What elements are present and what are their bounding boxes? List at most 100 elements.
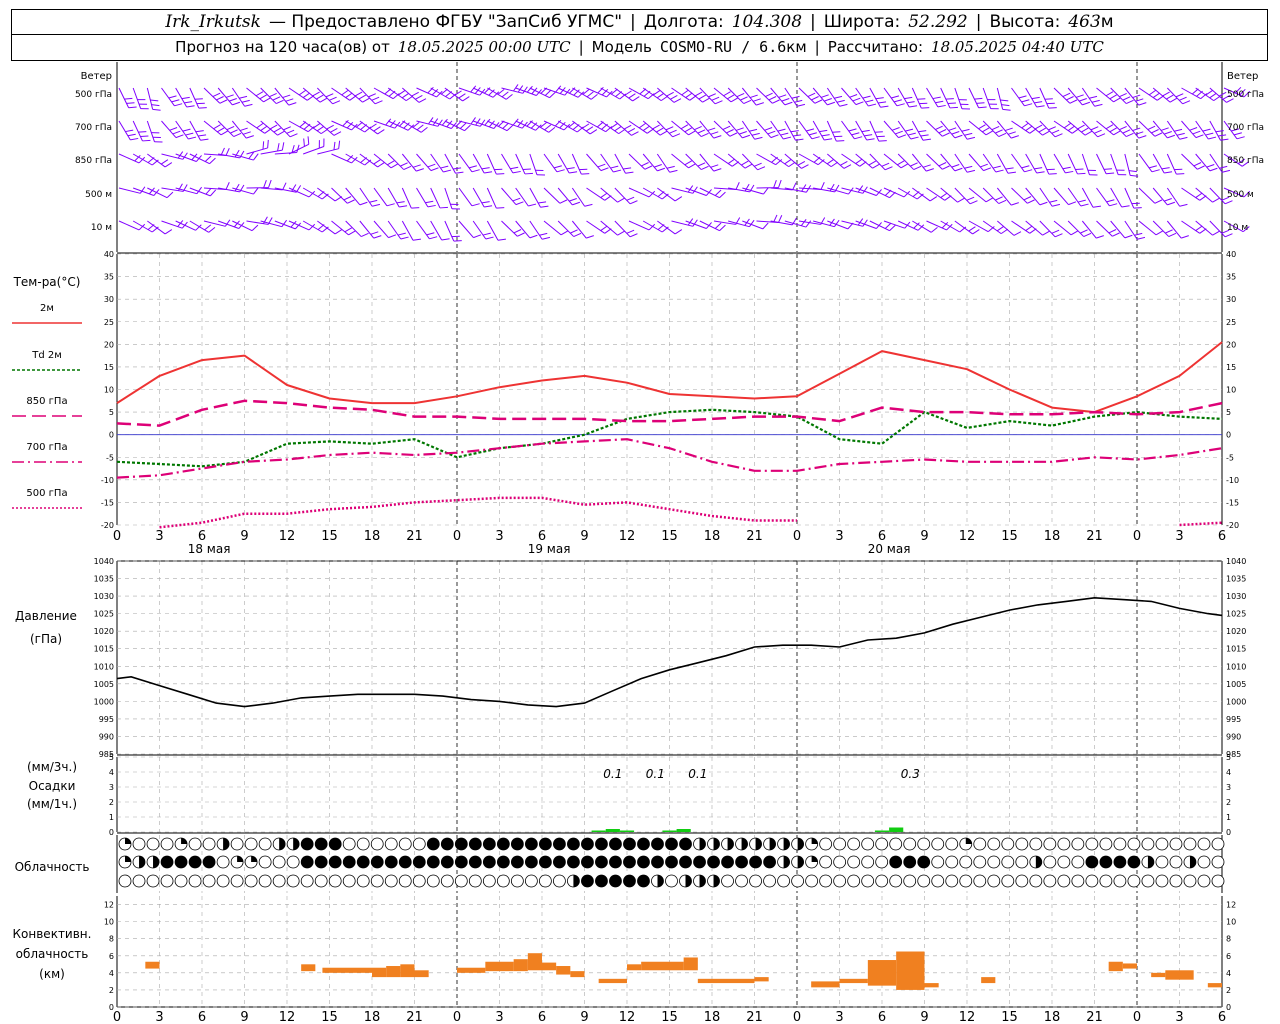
wind-barb-feather: [234, 149, 240, 158]
cloud-cover-symbol: [581, 855, 594, 869]
wind-barb-feather: [1000, 99, 1009, 102]
cloud-cover-symbol: [721, 855, 734, 869]
wind-barb-feather: [821, 134, 830, 137]
cloud-cover-symbol: [202, 855, 216, 869]
wind-barb-feather: [1081, 127, 1089, 133]
wind-barb: [487, 87, 507, 100]
wind-barb: [1011, 120, 1031, 134]
wind-barb: [161, 187, 184, 192]
hour-label-bottom: 0: [1133, 1010, 1141, 1024]
wind-barb-feather: [891, 95, 900, 99]
wind-barb: [231, 120, 247, 139]
wind-barb-feather: [652, 90, 661, 96]
wind-barb-feather: [294, 222, 302, 230]
wind-barb: [1209, 187, 1226, 205]
wind-barb-feather: [1068, 201, 1077, 206]
wind-barb-feather: [1075, 94, 1084, 98]
wind-barb-feather: [793, 134, 802, 137]
wind-barb-feather: [922, 138, 931, 141]
cloud-cover-symbol: [258, 837, 272, 851]
hour-label: 6: [1218, 529, 1226, 544]
wind-barb: [458, 220, 474, 238]
wind-barb: [161, 120, 177, 138]
wind-barb: [897, 120, 912, 140]
wind-barb: [883, 187, 905, 198]
wind-barb-feather: [332, 100, 341, 105]
wind-barb-feather: [577, 91, 585, 98]
wind-barb: [189, 220, 209, 233]
wind-barb-feather: [1001, 104, 1010, 107]
conv-tick-label-left: 4: [109, 969, 114, 978]
wind-barb: [926, 87, 939, 108]
cloud-cover-symbol: [482, 874, 496, 888]
wind-barb: [501, 87, 523, 94]
wind-barb-feather: [1182, 100, 1191, 105]
wind-barb: [756, 87, 773, 104]
wind-barb: [529, 187, 541, 208]
wind-barb-feather: [773, 180, 777, 188]
pressure-unit: (гПа): [30, 632, 62, 646]
cloud-cover-symbol: [567, 855, 580, 869]
wind-barb-feather: [415, 95, 423, 100]
hour-label-bottom: 6: [198, 1010, 206, 1024]
wind-barb: [1209, 220, 1226, 238]
conv-cloud-bar: [896, 951, 925, 990]
wind-barb-feather: [584, 203, 593, 207]
wind-barb-feather: [1122, 96, 1131, 101]
wind-barb-feather: [344, 227, 352, 233]
wind-barb: [557, 153, 570, 174]
wind-barb-feather: [669, 169, 678, 173]
conv-tick-label-right: 6: [1226, 952, 1231, 961]
wind-barb-feather: [948, 127, 957, 131]
wind-barb: [175, 87, 188, 108]
pressure-tick-label-left: 1000: [94, 697, 114, 706]
wind-barb: [529, 120, 549, 133]
wind-barb-feather: [735, 182, 740, 190]
cloud-cover-half: [1189, 856, 1196, 868]
pressure-tick-label-left: 990: [99, 732, 114, 741]
temperature-panel: [116, 341, 1223, 529]
wind-barb-feather: [441, 88, 448, 95]
wind-barb-feather: [369, 123, 377, 129]
cloud-cover-symbol: [637, 874, 650, 888]
wind-barb: [331, 153, 352, 164]
conv-tick-label-right: 2: [1226, 986, 1231, 995]
wind-barb-feather: [351, 156, 358, 164]
cloud-cover-symbol: [931, 855, 945, 869]
wind-barb-feather: [535, 124, 542, 131]
wind-barb-feather: [471, 169, 480, 173]
wind-barb: [486, 187, 497, 209]
wind-barb-feather: [1103, 168, 1113, 170]
wind-barb: [741, 120, 756, 140]
wind-barb-feather: [922, 164, 931, 168]
wind-barb-feather: [820, 182, 825, 190]
wind-barb: [954, 220, 973, 235]
wind-barb: [515, 220, 531, 239]
wind-barb-feather: [889, 224, 896, 232]
wind-barb: [656, 153, 671, 173]
wind-barb-feather: [629, 233, 638, 238]
precip-amount-label: 0.1: [646, 767, 665, 781]
hour-label-bottom: 3: [495, 1010, 503, 1024]
wind-barb-feather: [935, 125, 943, 131]
wind-barb-feather: [1048, 126, 1056, 131]
temp-tick-label-right: 30: [1226, 295, 1236, 304]
wind-barb-feather: [1161, 167, 1170, 170]
wind-barb: [798, 187, 821, 191]
wind-barb-feather: [1243, 190, 1251, 198]
wind-barb: [1166, 220, 1182, 239]
cloud-cover-symbol: [258, 874, 272, 888]
wind-barb-feather: [1084, 130, 1093, 136]
wind-barb-feather: [1034, 124, 1043, 130]
wind-barb-feather: [403, 165, 412, 171]
wind-barb-feather: [512, 170, 521, 174]
wind-barb-feather: [1065, 170, 1074, 174]
wind-barb-feather: [125, 129, 134, 133]
wind-barb: [883, 120, 899, 138]
wind-barb-feather: [440, 165, 449, 169]
cloud-cover-symbol: [160, 837, 174, 851]
wind-barb: [232, 187, 254, 195]
wind-barb: [161, 153, 183, 160]
wind-barb-feather: [623, 124, 632, 130]
